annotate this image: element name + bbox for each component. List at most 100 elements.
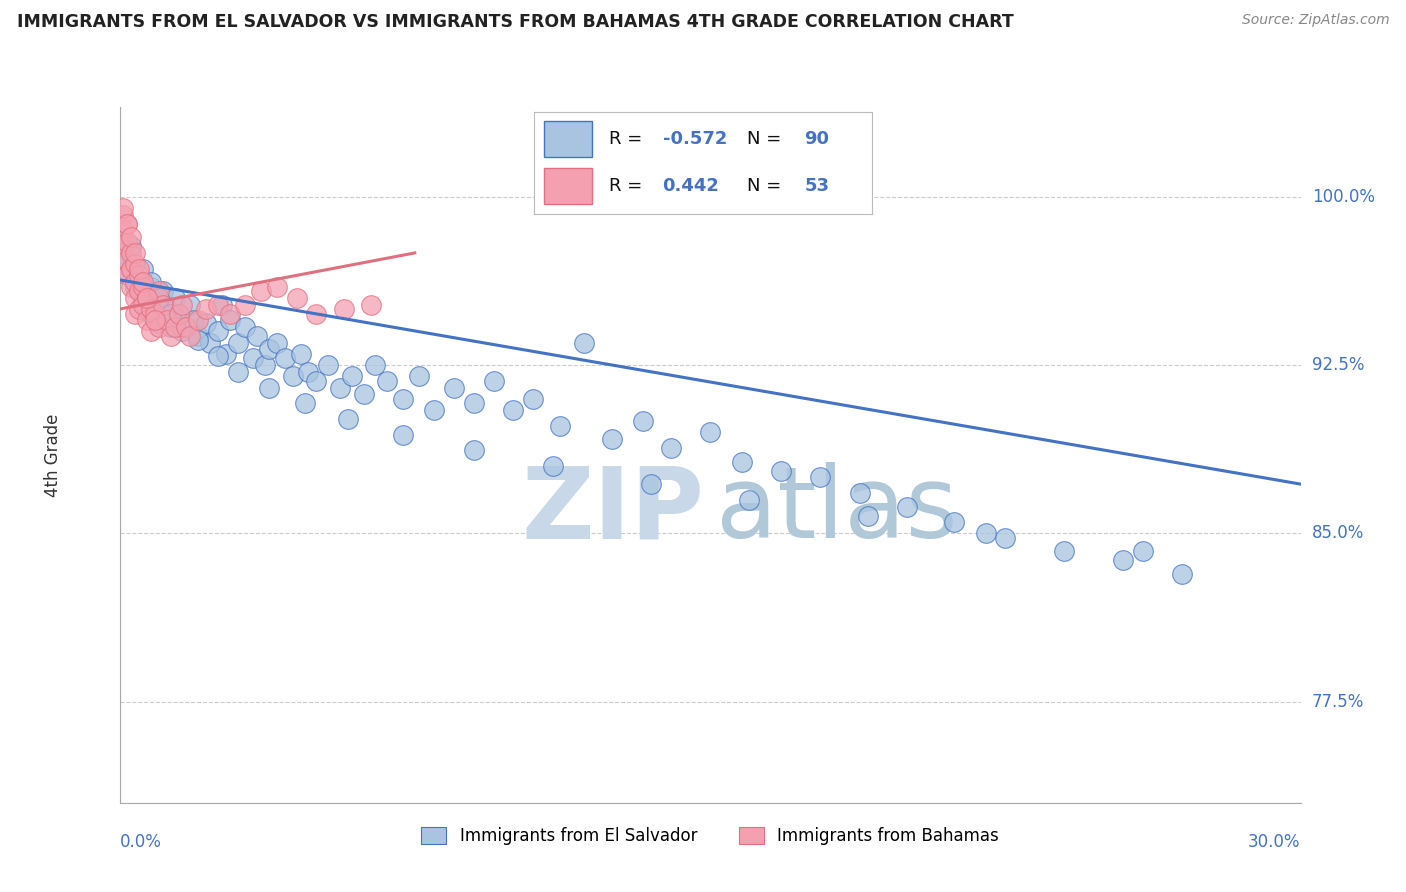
Point — [128, 284, 150, 298]
Point — [120, 261, 142, 276]
Point — [195, 301, 218, 316]
Point — [631, 414, 654, 428]
Point — [360, 297, 382, 311]
FancyBboxPatch shape — [544, 168, 592, 204]
Point — [124, 275, 146, 289]
Text: N =: N = — [747, 130, 787, 148]
Point — [274, 351, 297, 366]
Point — [117, 252, 139, 267]
Point — [148, 291, 170, 305]
Text: 85.0%: 85.0% — [1312, 524, 1364, 542]
Point — [139, 279, 162, 293]
Point — [132, 297, 155, 311]
Point — [187, 313, 209, 327]
Point — [257, 381, 280, 395]
Text: 90: 90 — [804, 130, 830, 148]
Point — [128, 268, 150, 283]
Point — [117, 268, 139, 283]
Point — [167, 306, 190, 320]
Point — [136, 291, 159, 305]
Point — [124, 291, 146, 305]
Point — [254, 358, 277, 372]
Point — [179, 297, 201, 311]
Point — [856, 508, 879, 523]
Point — [235, 297, 257, 311]
Point — [246, 329, 269, 343]
Point — [1053, 544, 1076, 558]
Point — [139, 275, 162, 289]
Point — [266, 335, 288, 350]
Point — [120, 261, 142, 276]
Point — [136, 313, 159, 327]
Point — [250, 284, 273, 298]
Point — [572, 335, 595, 350]
Point — [266, 279, 288, 293]
Point — [207, 297, 229, 311]
Point — [112, 223, 135, 237]
Point — [132, 279, 155, 293]
Point — [128, 261, 150, 276]
Point — [152, 297, 174, 311]
Point — [994, 531, 1017, 545]
Point — [336, 412, 359, 426]
Point — [730, 455, 752, 469]
Point — [132, 261, 155, 276]
Point — [305, 306, 328, 320]
Point — [136, 291, 159, 305]
Point — [294, 396, 316, 410]
Point — [699, 425, 721, 440]
Point — [117, 268, 139, 283]
Point — [640, 477, 662, 491]
Text: 53: 53 — [804, 178, 830, 195]
Point — [179, 329, 201, 343]
Point — [659, 441, 682, 455]
Point — [226, 365, 249, 379]
Point — [502, 403, 524, 417]
Point — [522, 392, 544, 406]
Point — [943, 515, 966, 529]
Point — [163, 291, 186, 305]
Point — [172, 320, 194, 334]
Point — [159, 320, 181, 334]
Point — [117, 217, 139, 231]
Point — [207, 349, 229, 363]
Point — [163, 320, 186, 334]
Point — [124, 279, 146, 293]
Point — [112, 201, 135, 215]
Text: N =: N = — [747, 178, 787, 195]
Point — [112, 208, 135, 222]
Point — [218, 306, 240, 320]
Point — [139, 325, 162, 339]
Point — [183, 313, 205, 327]
Point — [257, 343, 280, 357]
Point — [198, 335, 221, 350]
Point — [340, 369, 363, 384]
Text: R =: R = — [609, 130, 648, 148]
Point — [139, 306, 162, 320]
Point — [333, 301, 356, 316]
Point — [128, 273, 150, 287]
Point — [139, 301, 162, 316]
Point — [316, 358, 339, 372]
Point — [124, 306, 146, 320]
Point — [128, 284, 150, 298]
Text: 0.0%: 0.0% — [120, 833, 162, 851]
Text: -0.572: -0.572 — [662, 130, 727, 148]
Point — [1112, 553, 1135, 567]
Point — [896, 500, 918, 514]
Point — [375, 374, 398, 388]
Text: 100.0%: 100.0% — [1312, 188, 1375, 206]
Text: 92.5%: 92.5% — [1312, 356, 1364, 374]
Point — [281, 369, 304, 384]
Point — [143, 295, 166, 310]
Point — [392, 427, 415, 442]
Point — [974, 526, 997, 541]
Point — [550, 418, 572, 433]
Point — [159, 306, 181, 320]
Point — [305, 374, 328, 388]
Point — [235, 320, 257, 334]
Point — [152, 284, 174, 298]
Text: 30.0%: 30.0% — [1249, 833, 1301, 851]
Point — [143, 313, 166, 327]
Point — [1132, 544, 1154, 558]
